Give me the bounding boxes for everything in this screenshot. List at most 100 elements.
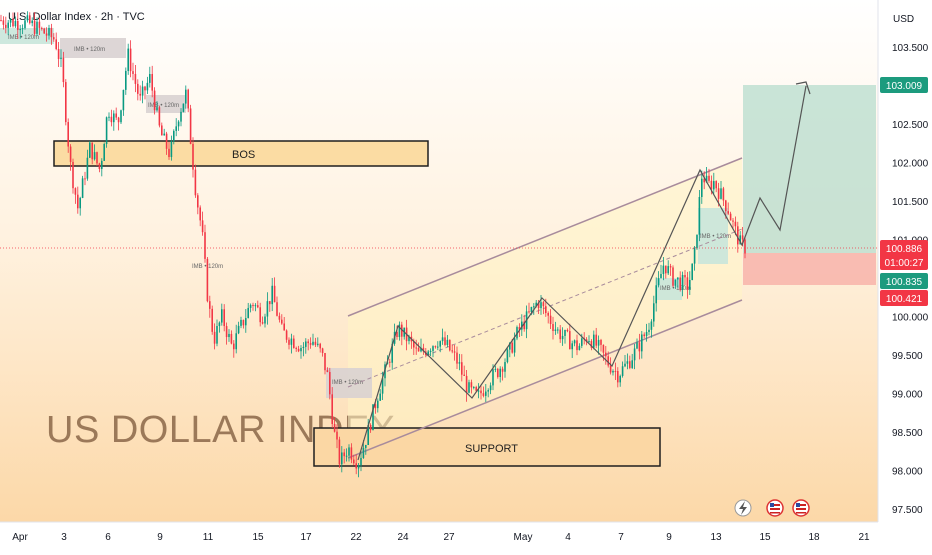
candle-body <box>127 48 129 71</box>
candle-body <box>434 346 437 348</box>
candle-body <box>501 368 504 372</box>
candle-body <box>482 393 485 396</box>
candle-body <box>7 22 9 28</box>
us-flag-event-icon[interactable] <box>766 499 784 517</box>
candle-body <box>449 339 451 351</box>
candle-body <box>65 82 67 123</box>
candle-body <box>293 338 295 348</box>
support-box[interactable] <box>313 427 661 467</box>
svg-text:01:00:27: 01:00:27 <box>885 258 924 269</box>
x-tick-label: 22 <box>350 532 362 543</box>
x-tick-label: 24 <box>397 532 409 543</box>
candle-body <box>357 465 360 469</box>
candle-body <box>470 382 473 388</box>
us-flag-event-icon[interactable] <box>792 499 810 517</box>
x-tick-label: 6 <box>105 532 111 543</box>
candle-body <box>309 343 312 345</box>
candle-body <box>31 20 33 24</box>
candle-body <box>12 18 14 27</box>
candle-body <box>367 424 369 445</box>
candle-body <box>686 277 689 290</box>
time-axis-background <box>0 522 878 550</box>
candle-body <box>725 200 727 212</box>
candle-body <box>660 273 662 279</box>
candle-body <box>451 350 453 352</box>
candle-body <box>165 133 168 149</box>
candle-body <box>597 339 600 346</box>
candle-body <box>134 73 137 84</box>
candle-body <box>168 148 170 158</box>
candle-body <box>581 338 583 346</box>
candle-body <box>612 371 614 373</box>
price-label-current: 100.886 01:00:27 <box>880 240 928 270</box>
candle-body <box>379 393 381 401</box>
candle-body <box>48 27 50 36</box>
candle-body <box>741 235 744 240</box>
candle-body <box>377 400 379 409</box>
candle-body <box>355 463 357 469</box>
candle-body <box>593 334 595 348</box>
x-axis[interactable]: Apr 3 6 9 11 15 17 22 24 27 May 4 7 9 13 15 18 21 <box>12 532 870 543</box>
y-tick-label: 101.500 <box>892 197 929 208</box>
candle-body <box>475 387 477 391</box>
wave-path[interactable] <box>357 85 807 461</box>
candle-body <box>458 362 461 364</box>
candle-body <box>252 304 254 306</box>
candle-body <box>465 375 468 393</box>
candle-body <box>372 404 374 431</box>
y-tick-label: 99.000 <box>892 390 923 401</box>
candle-body <box>417 347 420 352</box>
candle-body <box>117 117 120 123</box>
candle-body <box>93 152 96 160</box>
candle-body <box>139 93 141 96</box>
x-tick-label: 18 <box>808 532 820 543</box>
candle-body <box>185 89 187 104</box>
candle-body <box>648 329 650 333</box>
imb-label: IMB • 120m <box>332 380 363 386</box>
imb-label: IMB • 120m <box>660 286 691 292</box>
stop-zone <box>743 253 876 285</box>
candle-body <box>420 347 422 352</box>
candle-body <box>223 309 225 327</box>
candle-body <box>461 362 463 375</box>
candle-body <box>674 279 677 286</box>
candle-body <box>153 90 156 111</box>
candle-body <box>197 195 199 208</box>
candle-body <box>312 341 314 345</box>
candle-body <box>701 178 703 198</box>
candle-body <box>24 20 26 29</box>
candle-body <box>662 265 665 274</box>
candle-body <box>631 360 633 368</box>
candle-body <box>122 89 125 111</box>
candle-body <box>273 285 276 303</box>
candle-body <box>149 74 151 83</box>
channel-upper-line[interactable] <box>347 157 743 317</box>
candle-body <box>108 116 110 118</box>
candle-body <box>444 337 446 345</box>
candle-body <box>621 366 624 376</box>
candle-body <box>213 331 216 344</box>
currency-label: USD <box>893 14 914 25</box>
x-tick-label: 4 <box>565 532 571 543</box>
candle-body <box>533 306 535 308</box>
lightning-event-icon[interactable] <box>734 499 752 517</box>
candle-body <box>619 375 621 383</box>
candle-body <box>180 111 182 122</box>
candle-body <box>353 459 355 464</box>
candle-body <box>432 346 434 351</box>
candle-body <box>477 390 480 392</box>
candle-body <box>233 343 235 350</box>
channel-lower-line[interactable] <box>347 299 743 459</box>
candle-body <box>319 343 321 349</box>
candle-body <box>276 302 278 316</box>
candle-body <box>715 181 717 189</box>
candle-body <box>199 207 201 221</box>
candle-body <box>91 142 93 160</box>
bos-box[interactable] <box>53 140 429 167</box>
candle-body <box>600 339 602 345</box>
candle-body <box>235 333 237 350</box>
candle-body <box>374 404 377 409</box>
imb-label: IMB • 120m <box>74 47 105 53</box>
candle-body <box>665 265 667 274</box>
